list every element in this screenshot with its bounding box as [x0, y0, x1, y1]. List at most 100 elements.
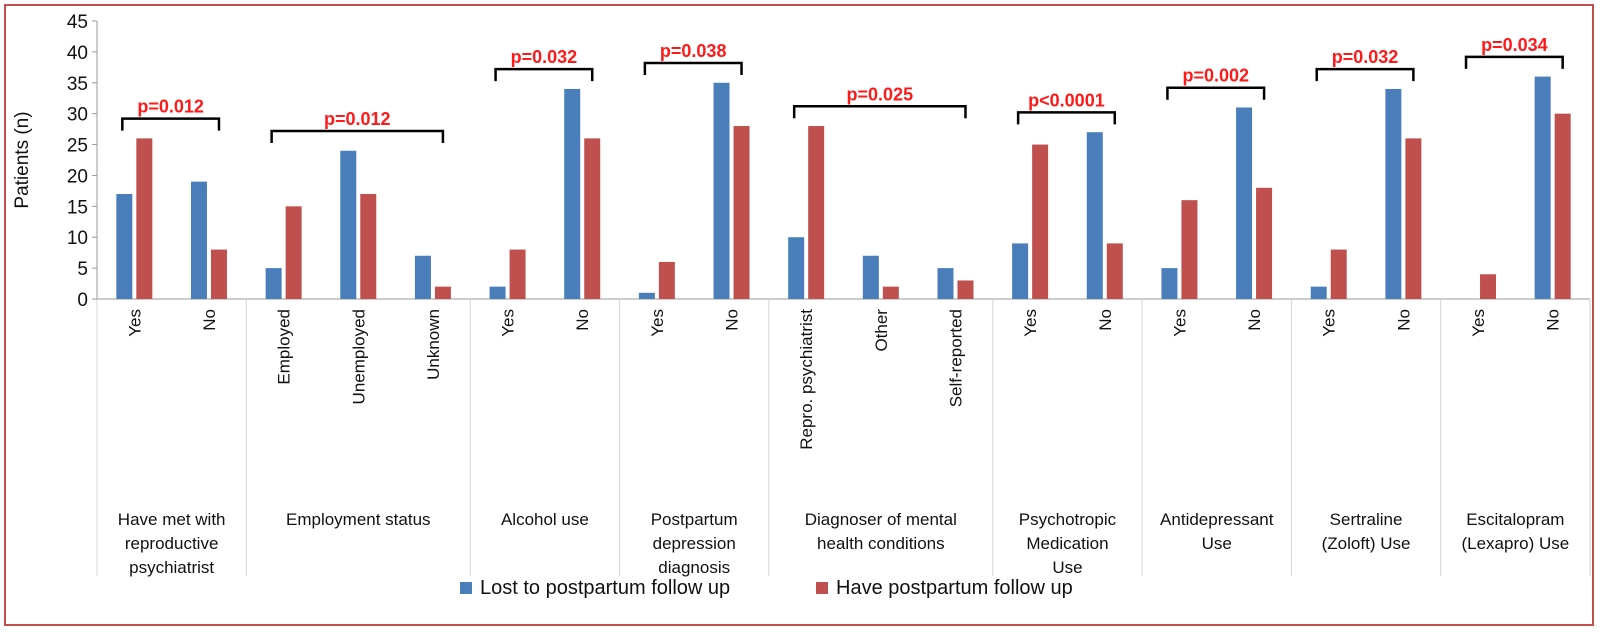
group-label: Antidepressant: [1160, 510, 1274, 529]
bar-followup: [136, 138, 153, 299]
p-value-label: p=0.032: [511, 47, 578, 67]
group-label: psychiatrist: [129, 558, 214, 577]
bar-followup: [1330, 249, 1347, 299]
legend-swatch-followup: [816, 582, 828, 594]
bar-lost: [265, 268, 282, 299]
group-label: reproductive: [125, 534, 219, 553]
bar-followup: [957, 280, 974, 299]
y-tick-label: 20: [67, 166, 88, 187]
bar-followup: [733, 126, 750, 300]
bar-lost: [1161, 268, 1178, 299]
x-category-label: Yes: [1320, 309, 1339, 337]
bar-lost: [1012, 243, 1029, 299]
y-tick-label: 40: [67, 43, 88, 64]
y-tick-label: 35: [67, 74, 88, 95]
bar-followup: [1106, 243, 1123, 299]
group-label: Have met with: [118, 510, 226, 529]
x-category-label: Yes: [125, 309, 144, 337]
bar-chart: 0 5 10 15 20 25 30 35 40 45 Patients (n) Yes No Have …: [12, 12, 1591, 599]
p-value-label: p=0.038: [660, 41, 727, 61]
bar-followup: [285, 206, 302, 299]
x-category-label: Self-reported: [946, 309, 965, 407]
group-label: Use: [1202, 534, 1232, 553]
p-value-label: p=0.012: [324, 109, 391, 129]
p-value-label: p<0.0001: [1028, 90, 1105, 110]
x-category-label: Yes: [1021, 309, 1040, 337]
x-category-label: No: [1096, 309, 1115, 331]
bar-lost: [1236, 107, 1253, 299]
legend-swatch-lost: [460, 582, 472, 594]
group-label: Diagnoser of mental: [805, 510, 957, 529]
bar-followup: [658, 261, 675, 299]
y-tick-label: 0: [77, 290, 88, 311]
bar-followup: [1256, 187, 1273, 299]
group-label: Sertraline: [1330, 510, 1403, 529]
p-value-label: p=0.012: [137, 97, 204, 117]
x-category-label: Unknown: [424, 309, 443, 380]
y-tick-label: 5: [77, 259, 88, 280]
group-label: (Zoloft) Use: [1322, 534, 1411, 553]
bar-followup: [1181, 200, 1198, 299]
x-category-label: Yes: [1469, 309, 1488, 337]
group-label: Use: [1052, 558, 1082, 577]
bar-followup: [1554, 113, 1571, 300]
bar-followup: [434, 286, 451, 299]
legend-label: Have postpartum follow up: [836, 577, 1073, 599]
group-label: depression: [653, 534, 736, 553]
group-label: Escitalopram: [1466, 510, 1564, 529]
significance-bracket: [270, 129, 445, 143]
y-tick-label: 30: [67, 105, 88, 126]
significance-bracket: [792, 105, 967, 119]
group-label: health conditions: [817, 534, 945, 553]
group-label: (Lexapro) Use: [1461, 534, 1569, 553]
bar-lost: [1534, 76, 1551, 299]
legend-label: Lost to postpartum follow up: [480, 577, 730, 599]
significance-bracket: [1016, 111, 1117, 125]
bar-lost: [1310, 286, 1327, 299]
y-axis-label: Patients (n): [12, 111, 33, 208]
x-category-label: No: [1544, 309, 1563, 331]
x-category-label: Yes: [1170, 309, 1189, 337]
chart-frame: 0 5 10 15 20 25 30 35 40 45 Patients (n) Yes No Have …: [4, 4, 1594, 626]
group-label: Psychotropic: [1019, 510, 1117, 529]
bar-followup: [509, 249, 526, 299]
bar-followup: [360, 193, 377, 299]
x-category-label: Yes: [648, 309, 667, 337]
x-category-label: No: [1245, 309, 1264, 331]
bar-followup: [1032, 144, 1049, 299]
p-value-label: p=0.034: [1481, 35, 1548, 55]
x-category-label: No: [723, 309, 742, 331]
x-category-label: No: [200, 309, 219, 331]
bar-lost: [788, 237, 805, 299]
x-category-label: No: [1394, 309, 1413, 331]
bar-lost: [414, 255, 431, 299]
x-category-label: Other: [872, 309, 891, 352]
y-tick-label: 25: [67, 136, 88, 157]
x-category-label: Unemployed: [349, 309, 368, 404]
p-value-label: p=0.025: [847, 84, 914, 104]
significance-bracket: [1315, 67, 1415, 82]
significance-bracket: [121, 117, 221, 131]
bar-lost: [489, 286, 506, 299]
bar-lost: [638, 292, 655, 299]
bar-lost: [1385, 88, 1402, 299]
bar-followup: [210, 249, 227, 299]
p-value-label: p=0.032: [1332, 47, 1399, 67]
x-category-label: Yes: [499, 309, 518, 337]
significance-bracket: [1166, 86, 1266, 100]
bar-lost: [116, 193, 133, 299]
y-tick-label: 10: [67, 228, 88, 249]
x-category-label: No: [573, 309, 592, 331]
significance-bracket: [1464, 55, 1564, 69]
bar-followup: [808, 126, 825, 300]
bar-lost: [190, 181, 207, 299]
y-tick-label: 15: [67, 197, 88, 218]
group-label: Alcohol use: [501, 510, 589, 529]
group-label: Postpartum: [651, 510, 738, 529]
group-label: Employment status: [286, 510, 431, 529]
bar-lost: [937, 268, 954, 299]
bar-lost: [340, 150, 357, 299]
group-label: diagnosis: [658, 558, 730, 577]
bar-lost: [1086, 132, 1103, 299]
y-tick-label: 45: [67, 12, 88, 33]
